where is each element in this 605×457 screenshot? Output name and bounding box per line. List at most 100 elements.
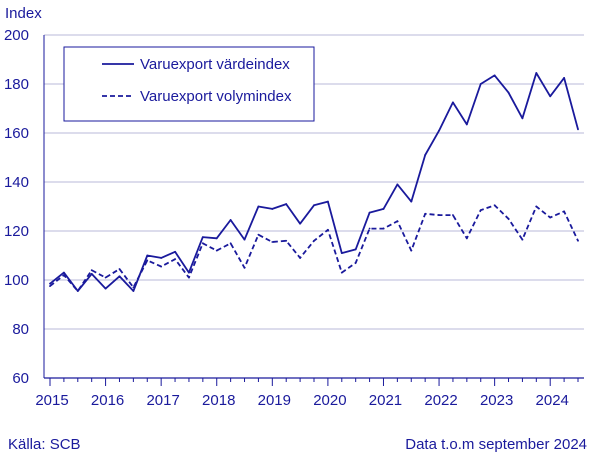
point-value-index-2020Q2 bbox=[340, 252, 343, 254]
point-volume-index-2022Q4 bbox=[479, 209, 482, 212]
point-volume-index-2020Q1 bbox=[326, 228, 329, 231]
point-volume-index-2016Q2 bbox=[118, 268, 121, 270]
point-volume-index-2021Q1 bbox=[382, 227, 385, 230]
data-range-note: Data t.o.m september 2024 bbox=[405, 436, 587, 453]
y-tick-label-60: 60 bbox=[12, 370, 29, 387]
point-volume-index-2021Q3 bbox=[410, 249, 413, 252]
source-note: Källa: SCB bbox=[8, 436, 81, 453]
point-volume-index-2016Q1 bbox=[104, 276, 107, 279]
point-volume-index-2024Q3 bbox=[577, 239, 579, 242]
point-volume-index-2022Q2 bbox=[452, 214, 454, 216]
point-volume-index-2017Q4 bbox=[201, 242, 204, 245]
series-lines bbox=[49, 72, 579, 292]
y-tick-label-100: 100 bbox=[4, 272, 29, 289]
point-volume-index-2019Q3 bbox=[299, 257, 302, 259]
point-value-index-2020Q3 bbox=[354, 248, 357, 251]
point-volume-index-2024Q2 bbox=[563, 210, 566, 213]
point-volume-index-2015Q2 bbox=[62, 274, 65, 276]
point-volume-index-2019Q2 bbox=[285, 239, 288, 242]
point-value-index-2022Q1 bbox=[438, 129, 440, 132]
point-value-index-2019Q4 bbox=[313, 204, 315, 207]
point-volume-index-2023Q1 bbox=[493, 204, 496, 207]
y-tick-labels: 60 80 100 120 140 160 180 200 bbox=[4, 27, 29, 387]
point-value-index-2018Q3 bbox=[243, 238, 246, 241]
legend-label-value-index: Varuexport värdeindex bbox=[140, 56, 290, 73]
y-tick-label-200: 200 bbox=[4, 27, 29, 44]
x-tick-label-2020: 2020 bbox=[313, 392, 346, 409]
point-value-index-2023Q2 bbox=[507, 91, 510, 94]
point-value-index-2018Q4 bbox=[257, 205, 260, 208]
point-volume-index-2015Q3 bbox=[76, 290, 79, 292]
point-volume-index-2023Q3 bbox=[521, 238, 524, 241]
point-volume-index-2015Q1 bbox=[49, 285, 51, 288]
point-volume-index-2015Q4 bbox=[90, 269, 93, 272]
point-volume-index-2021Q2 bbox=[396, 220, 399, 223]
point-value-index-2021Q2 bbox=[396, 183, 399, 186]
point-volume-index-2021Q4 bbox=[424, 212, 427, 215]
point-value-index-2022Q3 bbox=[465, 123, 468, 126]
point-value-index-2017Q1 bbox=[160, 257, 163, 259]
point-value-index-2024Q2 bbox=[563, 76, 566, 79]
point-volume-index-2018Q3 bbox=[243, 266, 246, 269]
point-value-index-2018Q1 bbox=[215, 237, 218, 240]
point-value-index-2021Q4 bbox=[424, 154, 427, 156]
point-volume-index-2019Q1 bbox=[271, 241, 274, 243]
point-volume-index-2018Q4 bbox=[257, 233, 260, 236]
y-tick-label-160: 160 bbox=[4, 125, 29, 142]
x-tick-label-2016: 2016 bbox=[91, 392, 124, 409]
point-value-index-2017Q3 bbox=[188, 271, 190, 274]
point-volume-index-2023Q4 bbox=[535, 205, 538, 208]
point-value-index-2021Q1 bbox=[382, 208, 385, 210]
point-volume-index-2016Q4 bbox=[146, 259, 149, 262]
y-tick-label-120: 120 bbox=[4, 223, 29, 240]
point-value-index-2024Q3 bbox=[577, 128, 579, 131]
point-volume-index-2022Q3 bbox=[465, 237, 468, 240]
point-volume-index-2022Q1 bbox=[438, 214, 440, 216]
point-value-index-2022Q4 bbox=[479, 83, 482, 85]
y-tick-label-140: 140 bbox=[4, 174, 29, 191]
point-value-index-2016Q1 bbox=[104, 287, 107, 290]
point-volume-index-2020Q3 bbox=[354, 261, 357, 264]
legend-box bbox=[63, 46, 315, 122]
x-tick-label-2024: 2024 bbox=[536, 392, 569, 409]
point-volume-index-2019Q4 bbox=[313, 239, 315, 242]
point-volume-index-2018Q1 bbox=[215, 249, 218, 252]
point-value-index-2020Q1 bbox=[326, 200, 329, 203]
legend: Varuexport värdeindex Varuexport volymin… bbox=[63, 46, 315, 122]
point-volume-index-2023Q2 bbox=[507, 217, 510, 220]
point-value-index-2016Q2 bbox=[118, 275, 121, 278]
point-volume-index-2020Q4 bbox=[368, 227, 371, 230]
point-value-index-2015Q1 bbox=[49, 282, 51, 285]
x-tick-label-2019: 2019 bbox=[258, 392, 291, 409]
point-volume-index-2017Q1 bbox=[160, 265, 163, 268]
point-value-index-2019Q3 bbox=[299, 222, 302, 225]
point-value-index-2019Q2 bbox=[285, 203, 288, 205]
point-value-index-2022Q2 bbox=[452, 101, 454, 104]
point-value-index-2015Q4 bbox=[90, 272, 93, 275]
point-value-index-2023Q4 bbox=[535, 72, 538, 74]
point-value-index-2015Q2 bbox=[62, 271, 65, 274]
x-tick-label-2017: 2017 bbox=[146, 392, 179, 409]
x-tick-label-2021: 2021 bbox=[369, 392, 402, 409]
point-value-index-2023Q1 bbox=[493, 74, 496, 77]
x-tick-label-2022: 2022 bbox=[424, 392, 457, 409]
legend-label-volume-index: Varuexport volymindex bbox=[140, 88, 292, 105]
point-value-index-2021Q3 bbox=[410, 200, 413, 203]
x-tick-label-2018: 2018 bbox=[202, 392, 235, 409]
point-value-index-2024Q1 bbox=[549, 95, 552, 98]
point-volume-index-2017Q2 bbox=[174, 258, 176, 261]
point-value-index-2019Q1 bbox=[271, 208, 274, 210]
point-volume-index-2017Q3 bbox=[188, 276, 190, 279]
point-value-index-2016Q3 bbox=[132, 290, 135, 292]
y-tick-label-80: 80 bbox=[12, 321, 29, 338]
point-volume-index-2018Q2 bbox=[229, 242, 232, 245]
point-value-index-2023Q3 bbox=[521, 117, 524, 120]
point-volume-index-2020Q2 bbox=[340, 271, 343, 274]
point-value-index-2018Q2 bbox=[229, 219, 232, 221]
x-tick-label-2023: 2023 bbox=[480, 392, 513, 409]
axes bbox=[43, 35, 584, 386]
point-value-index-2016Q4 bbox=[146, 254, 149, 257]
point-volume-index-2024Q1 bbox=[549, 216, 552, 219]
x-tick-labels: 2015 2016 2017 2018 2019 2020 2021 2022 2023 2024 bbox=[35, 392, 569, 409]
point-volume-index-2016Q3 bbox=[132, 286, 135, 289]
